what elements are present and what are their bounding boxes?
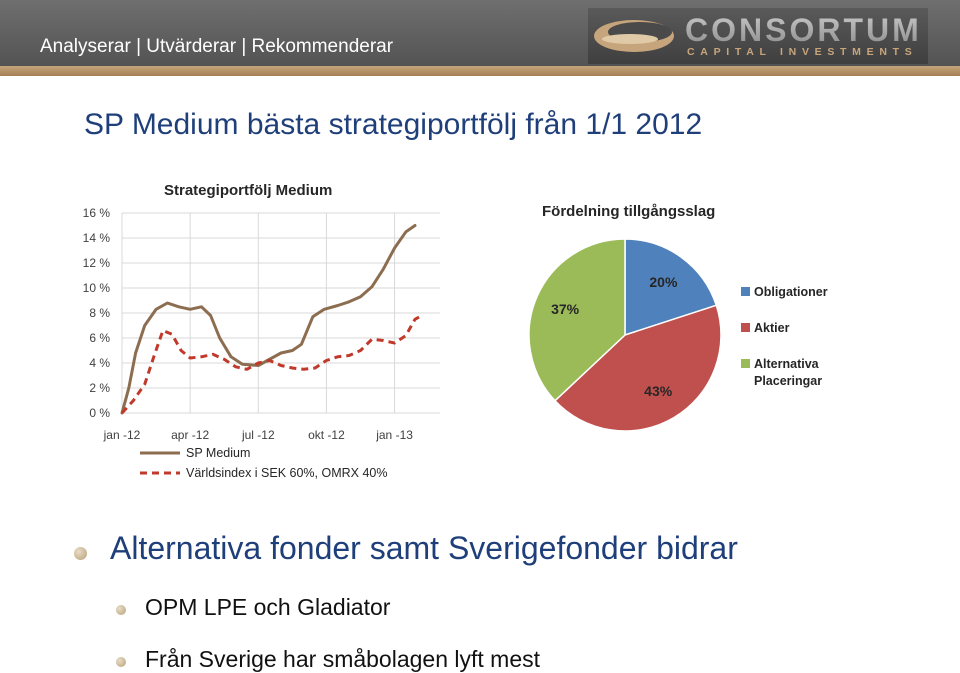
bullet-dot-icon <box>116 605 126 615</box>
header-tagline: Analyserar | Utvärderar | Rekommenderar <box>40 36 394 57</box>
x-tick-label: jan -13 <box>375 428 413 442</box>
bullet-sub-1: OPM LPE och Gladiator <box>116 594 391 621</box>
line-chart: Strategiportfölj Medium 0 % 2 % 4 % 6 % 8 % 1… <box>83 182 440 480</box>
bullet-sub-2-text: Från Sverige har småbolagen lyft mest <box>145 646 541 672</box>
legend-label-2: Världsindex i SEK 60%, OMRX 40% <box>186 466 387 480</box>
y-tick-label: 12 % <box>83 256 111 270</box>
pie-chart: Fördelning tillgångsslag 20% 43% 37% Oblig… <box>528 203 828 432</box>
pie-legend-swatch-3 <box>741 359 750 368</box>
bullet-dot-icon <box>116 657 126 667</box>
bullet-main: Alternativa fonder samt Sverigefonder bi… <box>74 530 738 567</box>
logo-subtitle: CAPITAL INVESTMENTS <box>687 46 918 58</box>
header-bar: Analyserar | Utvärderar | Rekommenderar … <box>0 0 960 76</box>
pie-slice-1 <box>624 238 718 337</box>
legend-label-1: SP Medium <box>186 446 250 460</box>
pie-slice-labels: 20% 43% 37% <box>551 274 678 399</box>
pie-slice-2 <box>553 304 722 432</box>
line-chart-x-ticks: jan -12 apr -12 jul -12 okt -12 jan -13 <box>103 428 414 442</box>
line-chart-legend: SP Medium Världsindex i SEK 60%, OMRX 40% <box>140 446 387 480</box>
y-tick-label: 8 % <box>89 306 110 320</box>
series-line-1 <box>120 224 417 415</box>
x-tick-label: jan -12 <box>103 428 141 442</box>
y-tick-label: 2 % <box>89 381 110 395</box>
y-tick-label: 14 % <box>83 231 111 245</box>
y-tick-label: 4 % <box>89 356 110 370</box>
bullet-sub-2: Från Sverige har småbolagen lyft mest <box>116 646 541 673</box>
pie-slice-3 <box>528 238 626 402</box>
x-tick-label: jul -12 <box>241 428 275 442</box>
y-tick-label: 0 % <box>89 406 110 420</box>
bullet-main-text: Alternativa fonder samt Sverigefonder bi… <box>110 530 738 566</box>
pie-slices <box>528 238 722 432</box>
y-tick-label: 16 % <box>83 206 111 220</box>
pie-legend-swatch-1 <box>741 287 750 296</box>
pie-slice-label-3: 37% <box>551 301 580 317</box>
y-tick-label: 10 % <box>83 281 111 295</box>
line-chart-title: Strategiportfölj Medium <box>164 182 332 199</box>
line-chart-gridlines <box>121 212 440 414</box>
series-line-2 <box>120 314 423 415</box>
pie-legend-label-1: Obligationer <box>754 285 828 299</box>
pie-slice-label-1: 20% <box>649 274 678 290</box>
pie-slice-label-2: 43% <box>644 383 673 399</box>
pie-legend-label-2: Aktier <box>754 321 790 335</box>
pie-chart-title: Fördelning tillgångsslag <box>542 203 715 220</box>
consortum-logo: CONSORTUM CAPITAL INVESTMENTS <box>588 8 928 64</box>
pie-legend-label-3: Alternativa Placeringar <box>754 357 822 388</box>
logo-emblem-icon <box>594 20 674 52</box>
logo-name: CONSORTUM <box>685 12 922 48</box>
pie-legend-swatch-2 <box>741 323 750 332</box>
x-tick-label: apr -12 <box>171 428 209 442</box>
x-tick-label: okt -12 <box>308 428 345 442</box>
pie-legend: Obligationer Aktier Alternativa Placeringar <box>741 285 828 388</box>
line-chart-series <box>120 224 423 415</box>
bullet-dot-icon <box>74 547 87 560</box>
bullet-sub-1-text: OPM LPE och Gladiator <box>145 594 391 620</box>
line-chart-y-ticks: 0 % 2 % 4 % 6 % 8 % 10 % 12 % 14 % 16 % <box>83 206 111 420</box>
page-title: SP Medium bästa strategiportfölj från 1/… <box>84 108 703 141</box>
header-accent-stripe <box>0 66 960 76</box>
y-tick-label: 6 % <box>89 331 110 345</box>
